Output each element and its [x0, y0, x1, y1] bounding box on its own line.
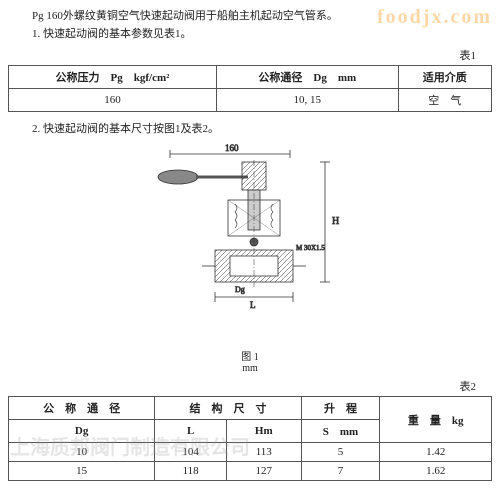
figure-caption: 图 1mm: [8, 348, 492, 374]
table-row: 15 118 127 7 1.62: [9, 462, 492, 481]
t2-stroke: 升 程: [301, 397, 380, 420]
svg-text:160: 160: [225, 143, 239, 153]
t2-struct: 结 构 尺 寸: [155, 397, 301, 420]
t1-c3: 空 气: [398, 89, 491, 112]
svg-text:L: L: [250, 300, 256, 310]
watermark-foodjx: foodjx.com: [377, 6, 492, 29]
table-row: 公称压力 Pg kgf/cm² 公称通径 Dg mm 适用介质: [9, 66, 492, 89]
t2-weight: 重 量 kg: [380, 397, 492, 443]
t2-s: S mm: [301, 420, 380, 443]
t1-h3: 适用介质: [398, 66, 491, 89]
note2: 2. 快速起动阀的基本尺寸按图1及表2。: [32, 120, 492, 136]
valve-diagram: 160 L H M 30X1.5 Dg: [8, 142, 492, 342]
t1-c2: 10, 15: [217, 89, 399, 112]
table1: 公称压力 Pg kgf/cm² 公称通径 Dg mm 适用介质 160 10, …: [8, 65, 492, 112]
t1-c1: 160: [9, 89, 217, 112]
table-row: 公 称 通 径 结 构 尺 寸 升 程 重 量 kg: [9, 397, 492, 420]
svg-text:M 30X1.5: M 30X1.5: [296, 244, 325, 252]
t1-h2: 公称通径 Dg mm: [217, 66, 399, 89]
watermark-company: 上海质邦阀门制造有限公司: [10, 431, 250, 460]
table-row: 160 10, 15 空 气: [9, 89, 492, 112]
table1-label: 表1: [8, 47, 476, 63]
t2-dg: 公 称 通 径: [9, 397, 155, 420]
t1-h1: 公称压力 Pg kgf/cm²: [9, 66, 217, 89]
table2-label: 表2: [8, 378, 476, 394]
svg-text:Dg: Dg: [235, 285, 245, 294]
svg-text:H: H: [332, 216, 339, 227]
